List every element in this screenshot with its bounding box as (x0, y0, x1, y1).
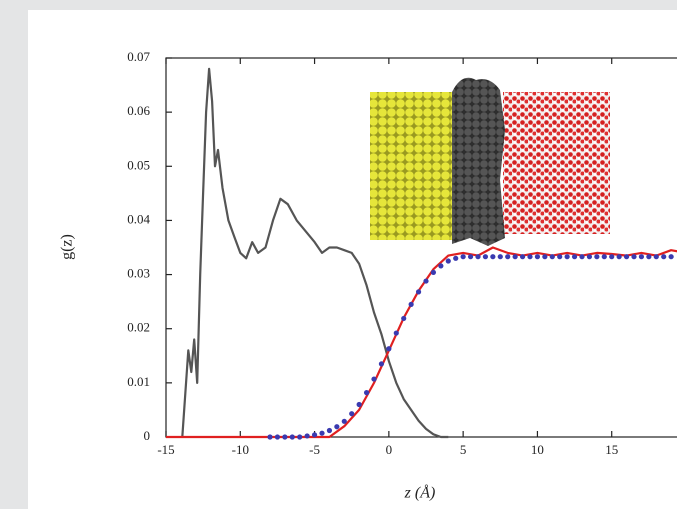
data-point (586, 254, 593, 260)
data-point (631, 254, 637, 260)
data-point (267, 434, 273, 440)
data-point (616, 254, 622, 260)
data-point (497, 254, 503, 260)
data-point (371, 376, 377, 382)
data-point (423, 278, 429, 284)
data-point (349, 411, 355, 417)
y-tick-label: 0.04 (127, 211, 150, 226)
data-point (297, 434, 303, 440)
data-point (609, 254, 615, 260)
data-point (579, 254, 585, 260)
inset-image (370, 77, 610, 246)
data-point (363, 390, 370, 396)
data-point (282, 434, 288, 440)
data-point (356, 401, 362, 408)
data-point (430, 269, 437, 276)
y-tick-label: 0.05 (127, 157, 150, 172)
data-point (571, 254, 578, 260)
data-point (661, 254, 667, 260)
data-point (445, 258, 451, 264)
x-tick-label: -15 (157, 442, 174, 457)
panel (28, 10, 677, 509)
data-point (341, 418, 347, 424)
data-point (653, 254, 659, 260)
data-point (408, 301, 414, 307)
data-point (453, 255, 459, 261)
y-axis-label: g(z) (59, 234, 76, 260)
data-line (166, 246, 677, 439)
data-point (482, 254, 489, 260)
data-point (289, 434, 295, 440)
data-point (564, 254, 570, 260)
data-point (623, 254, 630, 260)
x-tick-label: 0 (386, 442, 393, 457)
data-point (519, 254, 526, 260)
data-point (401, 315, 407, 322)
data-point (304, 433, 310, 439)
x-axis-label: z (Å) (404, 484, 436, 502)
y-tick-label: 0.06 (127, 103, 150, 118)
data-point (594, 254, 600, 260)
data-point (274, 434, 281, 440)
data-point (475, 254, 481, 260)
data-point (668, 254, 674, 260)
data-point (319, 430, 325, 436)
data-point (549, 254, 555, 260)
data-point (393, 330, 399, 336)
data-point (326, 427, 333, 434)
data-point (334, 424, 340, 430)
x-tick-label: 15 (605, 442, 618, 457)
data-point (557, 254, 563, 260)
data-point (415, 289, 422, 295)
data-point (386, 346, 392, 352)
x-tick-label: -5 (309, 442, 320, 457)
y-tick-label: 0.07 (127, 49, 150, 64)
data-point (534, 254, 541, 260)
y-tick-label: 0.03 (127, 266, 150, 281)
data-line (181, 67, 449, 439)
y-tick-label: 0.02 (127, 320, 150, 335)
y-tick-label: 0 (144, 428, 151, 443)
plot-frame (165, 57, 677, 438)
x-tick-label: 10 (531, 442, 544, 457)
data-point (527, 254, 533, 260)
data-point (512, 254, 518, 260)
data-point (311, 432, 318, 438)
data-point (467, 254, 474, 260)
data-point (378, 361, 385, 367)
x-tick-label: -10 (232, 442, 249, 457)
data-point (646, 254, 652, 260)
y-tick-label: 0.01 (127, 374, 150, 389)
data-point (460, 254, 466, 260)
data-point (490, 254, 496, 260)
x-tick-label: 5 (460, 442, 467, 457)
data-point (601, 254, 607, 260)
data-point (542, 254, 548, 260)
data-point (505, 254, 511, 260)
data-point (438, 263, 444, 269)
data-point (638, 254, 645, 260)
